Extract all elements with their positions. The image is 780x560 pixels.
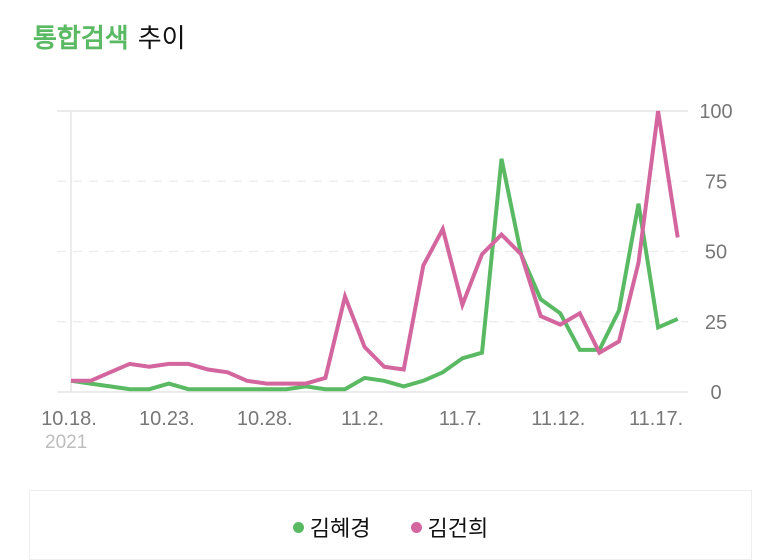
x-tick-label: 11.2. [341,408,384,430]
legend-item[interactable]: 김혜경 [292,511,371,543]
chart-legend: 김혜경 김건희 [29,490,752,560]
title-rest: 추이 [137,24,186,54]
x-tick-label: 11.7. [439,408,482,430]
title-accent: 통합검색 [33,24,129,54]
x-tick-label: 10.18. [41,408,97,430]
y-axis: 0 25 50 75 100 [699,101,732,404]
series-line [70,158,679,392]
legend-label: 김건희 [427,517,489,542]
y-tick-label: 0 [710,382,721,404]
chart-grid [57,110,688,393]
page-title: 통합검색 추이 [33,18,186,55]
legend-dot-icon [292,521,304,533]
chart-series [70,110,680,392]
y-tick-label: 25 [705,312,727,334]
legend-dot-icon [410,521,422,533]
x-tick-label: 10.23. [139,408,195,430]
y-tick-label: 100 [699,101,732,123]
year-label: 2021 [45,432,88,453]
legend-label: 김혜경 [309,517,371,542]
y-tick-label: 75 [705,171,727,193]
x-tick-label: 11.12. [531,408,585,430]
series-line [71,110,680,386]
x-tick-label: 11.17. [629,408,683,430]
x-axis: 10.18. 10.23. 10.28. 11.2. 11.7. 11.12. 11.17. [41,408,683,430]
y-tick-label: 50 [705,242,727,264]
legend-item[interactable]: 김건희 [410,511,489,543]
x-tick-label: 10.28. [237,408,293,430]
